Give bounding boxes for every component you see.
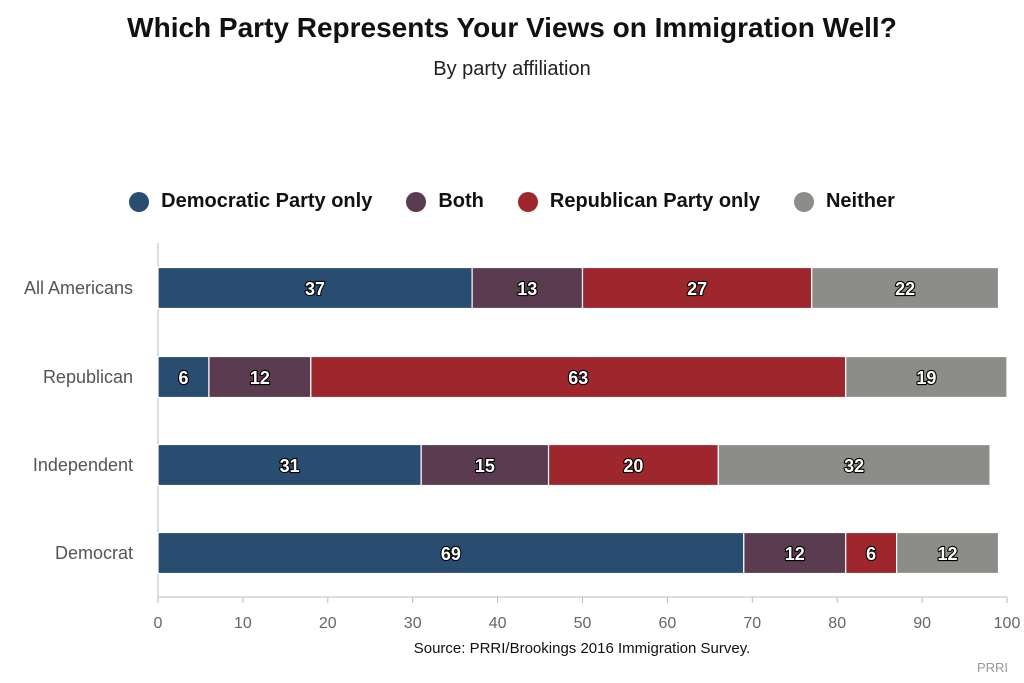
legend-label-republican-party-only: Republican Party only xyxy=(549,190,760,212)
x-tick-label-90: 90 xyxy=(913,615,931,632)
bar-democrat-republican-party-only xyxy=(845,531,898,575)
legend-label-democratic-party-only: Democratic Party only xyxy=(161,190,373,212)
credit-label: PRRI xyxy=(976,660,1008,675)
data-label-democrat-democratic-party-only: 69 xyxy=(441,544,461,564)
data-label-independent-neither: 32 xyxy=(844,456,864,476)
x-tick-label-20: 20 xyxy=(319,615,337,632)
data-label-democrat-republican-party-only: 6 xyxy=(866,544,876,564)
legend-item-neither: Neither xyxy=(793,190,895,213)
category-label-independent: Independent xyxy=(33,455,133,475)
data-label-republican-republican-party-only: 63 xyxy=(568,368,588,388)
chart-subtitle: By party affiliation xyxy=(433,58,591,80)
bar-republican-republican-party-only xyxy=(310,355,847,399)
x-tick-label-40: 40 xyxy=(489,615,507,632)
legend-item-republican-party-only: Republican Party only xyxy=(517,190,760,213)
bar-democrat-neither xyxy=(896,531,1000,575)
data-label-independent-both: 15 xyxy=(475,456,495,476)
x-tick-label-30: 30 xyxy=(404,615,422,632)
bar-independent-democratic-party-only xyxy=(157,443,422,487)
x-tick-label-70: 70 xyxy=(743,615,761,632)
bar-democrat-democratic-party-only xyxy=(157,531,745,575)
legend-item-both: Both xyxy=(406,190,484,213)
x-tick-label-0: 0 xyxy=(154,615,163,632)
legend-swatch-neither xyxy=(793,191,814,212)
legend-label-both: Both xyxy=(438,190,484,212)
bar-republican-democratic-party-only xyxy=(157,355,210,399)
legend-swatch-republican-party-only xyxy=(517,191,538,212)
bar-all-americans-democratic-party-only xyxy=(157,266,473,310)
source-note: Source: PRRI/Brookings 2016 Immigration … xyxy=(413,640,751,657)
data-label-republican-both: 12 xyxy=(250,368,270,388)
legend-label-neither: Neither xyxy=(825,190,895,212)
bar-independent-republican-party-only xyxy=(547,443,719,487)
bar-all-americans-neither xyxy=(811,266,1000,310)
data-label-independent-republican-party-only: 20 xyxy=(623,456,643,476)
data-label-republican-democratic-party-only: 6 xyxy=(178,368,188,388)
data-label-all-americans-both: 13 xyxy=(517,279,537,299)
data-label-all-americans-republican-party-only: 27 xyxy=(687,279,707,299)
bar-democrat-both xyxy=(743,531,847,575)
x-tick-label-10: 10 xyxy=(234,615,252,632)
x-tick-label-50: 50 xyxy=(574,615,592,632)
x-tick-label-80: 80 xyxy=(828,615,846,632)
chart-legend: Democratic Party only Both Republican Pa… xyxy=(0,190,1024,213)
data-label-democrat-neither: 12 xyxy=(938,544,958,564)
category-label-democrat: Democrat xyxy=(55,543,133,563)
legend-swatch-both xyxy=(406,191,427,212)
data-label-all-americans-neither: 22 xyxy=(895,279,915,299)
legend-swatch-democratic-party-only xyxy=(129,191,150,212)
bar-republican-neither xyxy=(845,355,1008,399)
data-label-republican-neither: 19 xyxy=(916,368,936,388)
data-label-democrat-both: 12 xyxy=(785,544,805,564)
data-label-all-americans-democratic-party-only: 37 xyxy=(305,279,325,299)
data-label-independent-democratic-party-only: 31 xyxy=(280,456,300,476)
legend-item-democratic-party-only: Democratic Party only xyxy=(129,190,372,213)
bar-independent-both xyxy=(420,443,550,487)
bar-independent-neither xyxy=(717,443,991,487)
category-label-republican: Republican xyxy=(43,367,133,387)
chart-title: Which Party Represents Your Views on Imm… xyxy=(127,12,897,43)
category-label-all-americans: All Americans xyxy=(24,278,133,298)
x-tick-label-60: 60 xyxy=(659,615,677,632)
bar-all-americans-republican-party-only xyxy=(581,266,813,310)
x-tick-label-100: 100 xyxy=(994,615,1021,632)
